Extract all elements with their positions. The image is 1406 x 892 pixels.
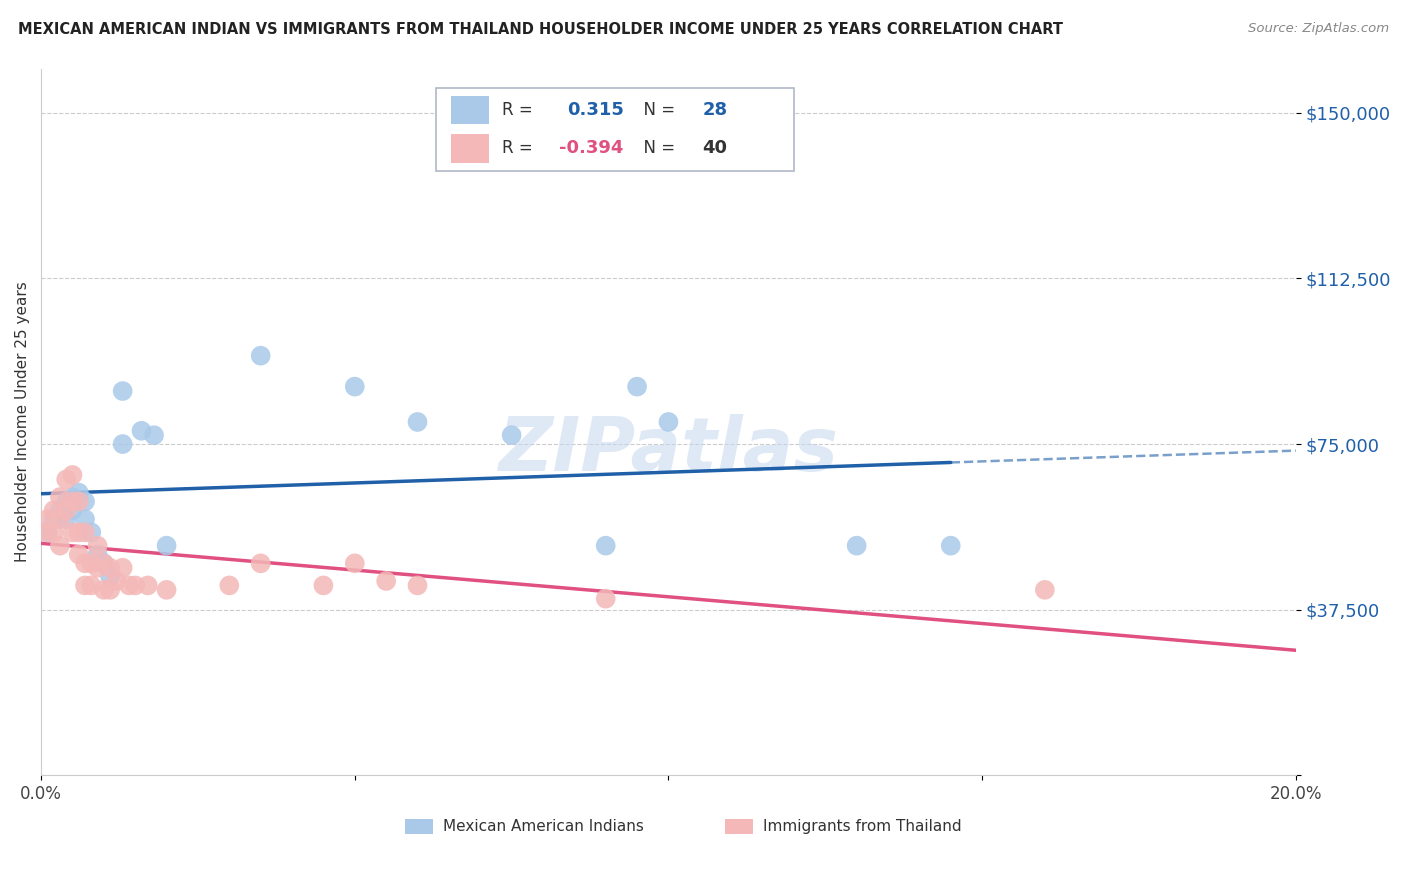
Point xyxy=(143,428,166,442)
Point xyxy=(73,494,96,508)
Text: R =: R = xyxy=(502,139,537,158)
Point xyxy=(62,467,84,482)
Point xyxy=(55,472,77,486)
Y-axis label: Householder Income Under 25 years: Householder Income Under 25 years xyxy=(15,282,30,562)
Point xyxy=(1033,582,1056,597)
Text: N =: N = xyxy=(633,101,681,120)
Point xyxy=(249,349,271,363)
Point xyxy=(118,578,141,592)
Point xyxy=(93,582,115,597)
Point xyxy=(98,569,121,583)
Point xyxy=(73,557,96,571)
FancyBboxPatch shape xyxy=(451,135,489,162)
Text: Immigrants from Thailand: Immigrants from Thailand xyxy=(762,819,962,834)
Point xyxy=(111,384,134,398)
Point xyxy=(73,512,96,526)
Point xyxy=(218,578,240,592)
Point xyxy=(406,415,429,429)
Point xyxy=(375,574,398,588)
Text: Source: ZipAtlas.com: Source: ZipAtlas.com xyxy=(1249,22,1389,36)
Point xyxy=(406,578,429,592)
Point xyxy=(111,437,134,451)
Point xyxy=(55,512,77,526)
FancyBboxPatch shape xyxy=(405,819,433,834)
Point xyxy=(73,525,96,540)
Point xyxy=(67,548,90,562)
Point xyxy=(37,525,59,540)
Point xyxy=(105,574,128,588)
Point xyxy=(62,503,84,517)
Point xyxy=(343,557,366,571)
Point xyxy=(501,428,523,442)
Point xyxy=(49,539,72,553)
Point xyxy=(131,424,153,438)
Text: ZIPatlas: ZIPatlas xyxy=(499,414,838,487)
Point xyxy=(67,525,90,540)
Text: N =: N = xyxy=(633,139,681,158)
Point xyxy=(42,525,65,540)
Point xyxy=(37,525,59,540)
Point xyxy=(312,578,335,592)
Point xyxy=(42,512,65,526)
Text: Mexican American Indians: Mexican American Indians xyxy=(443,819,644,834)
Text: 40: 40 xyxy=(703,139,727,158)
Point xyxy=(73,578,96,592)
Text: MEXICAN AMERICAN INDIAN VS IMMIGRANTS FROM THAILAND HOUSEHOLDER INCOME UNDER 25 : MEXICAN AMERICAN INDIAN VS IMMIGRANTS FR… xyxy=(18,22,1063,37)
Point xyxy=(626,379,648,393)
Point xyxy=(98,582,121,597)
Point xyxy=(62,490,84,504)
Point xyxy=(86,560,108,574)
Point xyxy=(98,560,121,574)
Point xyxy=(939,539,962,553)
Point xyxy=(155,539,177,553)
Point xyxy=(595,591,617,606)
Point xyxy=(49,490,72,504)
Point xyxy=(155,582,177,597)
Point xyxy=(845,539,868,553)
Point xyxy=(93,557,115,571)
Point xyxy=(49,503,72,517)
Text: -0.394: -0.394 xyxy=(560,139,624,158)
Point xyxy=(136,578,159,592)
Point xyxy=(657,415,679,429)
Point xyxy=(62,525,84,540)
Text: 28: 28 xyxy=(703,101,727,120)
Point xyxy=(111,560,134,574)
Point xyxy=(67,494,90,508)
FancyBboxPatch shape xyxy=(451,96,489,124)
Point xyxy=(249,557,271,571)
Point xyxy=(80,557,103,571)
Point xyxy=(80,525,103,540)
Point xyxy=(49,512,72,526)
Text: R =: R = xyxy=(502,101,543,120)
Point xyxy=(62,494,84,508)
Point xyxy=(86,548,108,562)
Point xyxy=(37,512,59,526)
Point xyxy=(595,539,617,553)
Point xyxy=(86,539,108,553)
Point xyxy=(55,503,77,517)
Point xyxy=(80,578,103,592)
Point xyxy=(124,578,146,592)
Point xyxy=(343,379,366,393)
Text: 0.315: 0.315 xyxy=(567,101,624,120)
FancyBboxPatch shape xyxy=(436,87,794,171)
Point xyxy=(55,494,77,508)
FancyBboxPatch shape xyxy=(725,819,752,834)
Point xyxy=(67,485,90,500)
Point xyxy=(42,503,65,517)
Point xyxy=(93,557,115,571)
